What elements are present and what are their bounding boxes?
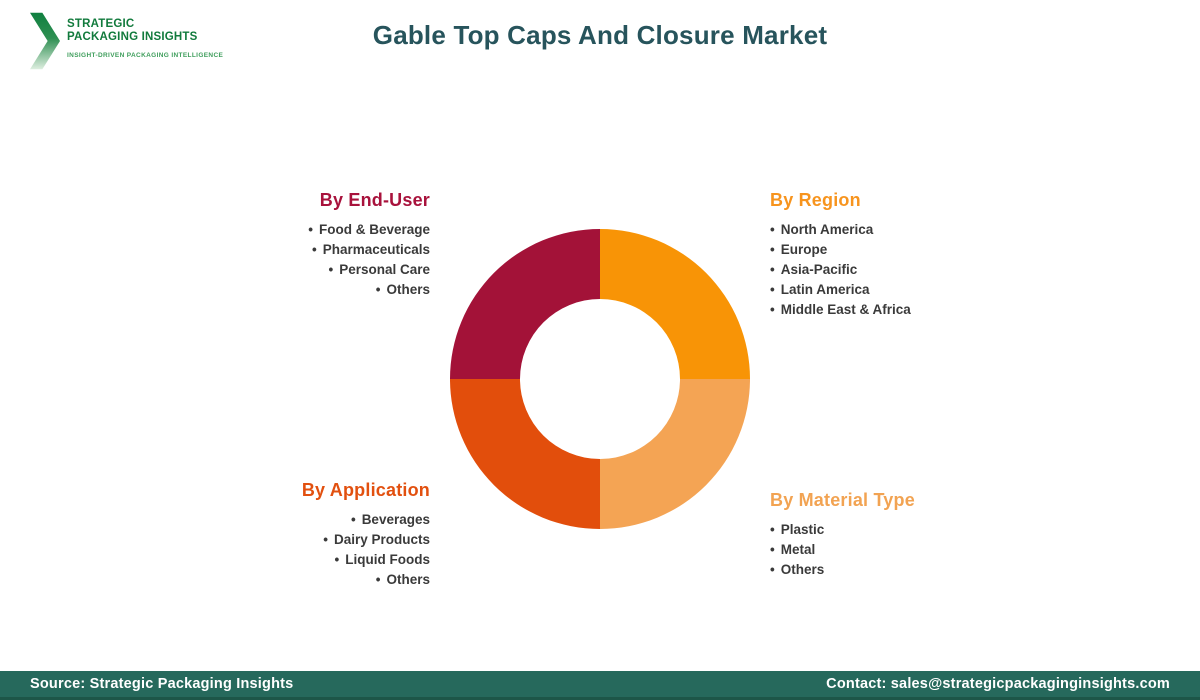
logo-text: STRATEGIC PACKAGING INSIGHTS INSIGHT-DRI…	[67, 10, 223, 59]
section-heading-region: By Region	[770, 190, 861, 210]
list-item: Others	[302, 570, 430, 590]
list-item: Liquid Foods	[302, 550, 430, 570]
section-list-end-user: Food & Beverage Pharmaceuticals Personal…	[308, 220, 430, 300]
list-item: Personal Care	[308, 260, 430, 280]
list-item: Metal	[770, 540, 915, 560]
list-item: Others	[308, 280, 430, 300]
section-heading-application: By Application	[301, 480, 430, 500]
donut-segment-application	[450, 379, 600, 529]
footer-bar: Source: Strategic Packaging Insights Con…	[0, 671, 1200, 700]
section-region: By Region North America Europe Asia-Paci…	[770, 190, 911, 320]
donut-segment-region	[600, 229, 750, 379]
section-material-type: By Material Type Plastic Metal Others	[770, 490, 915, 580]
list-item: Latin America	[770, 280, 911, 300]
list-item: North America	[770, 220, 911, 240]
logo-name-line1: STRATEGIC	[67, 18, 135, 30]
logo-tagline: INSIGHT-DRIVEN PACKAGING INTELLIGENCE	[67, 52, 224, 59]
logo-name-line2: PACKAGING INSIGHTS	[67, 31, 198, 43]
section-list-application: Beverages Dairy Products Liquid Foods Ot…	[302, 510, 430, 590]
footer-source: Source: Strategic Packaging Insights	[30, 676, 294, 692]
section-list-region: North America Europe Asia-Pacific Latin …	[770, 220, 911, 320]
section-list-material-type: Plastic Metal Others	[770, 520, 915, 580]
list-item: Beverages	[302, 510, 430, 530]
list-item: Dairy Products	[302, 530, 430, 550]
donut-segment-material	[600, 379, 750, 529]
logo: STRATEGIC PACKAGING INSIGHTS INSIGHT-DRI…	[30, 10, 223, 72]
list-item: Middle East & Africa	[770, 300, 911, 320]
footer-contact: Contact: sales@strategicpackaginginsight…	[826, 676, 1170, 692]
donut-segment-end-user	[450, 229, 600, 379]
section-end-user: By End-User Food & Beverage Pharmaceutic…	[308, 190, 430, 300]
list-item: Pharmaceuticals	[308, 240, 430, 260]
list-item: Food & Beverage	[308, 220, 430, 240]
page-title: Gable Top Caps And Closure Market	[372, 20, 828, 50]
logo-chevron-icon	[30, 12, 60, 70]
list-item: Plastic	[770, 520, 915, 540]
section-heading-end-user: By End-User	[319, 190, 430, 210]
list-item: Europe	[770, 240, 911, 260]
list-item: Others	[770, 560, 915, 580]
donut-chart	[450, 229, 750, 529]
section-application: By Application Beverages Dairy Products …	[302, 480, 430, 590]
list-item: Asia-Pacific	[770, 260, 911, 280]
section-heading-material-type: By Material Type	[770, 490, 915, 510]
